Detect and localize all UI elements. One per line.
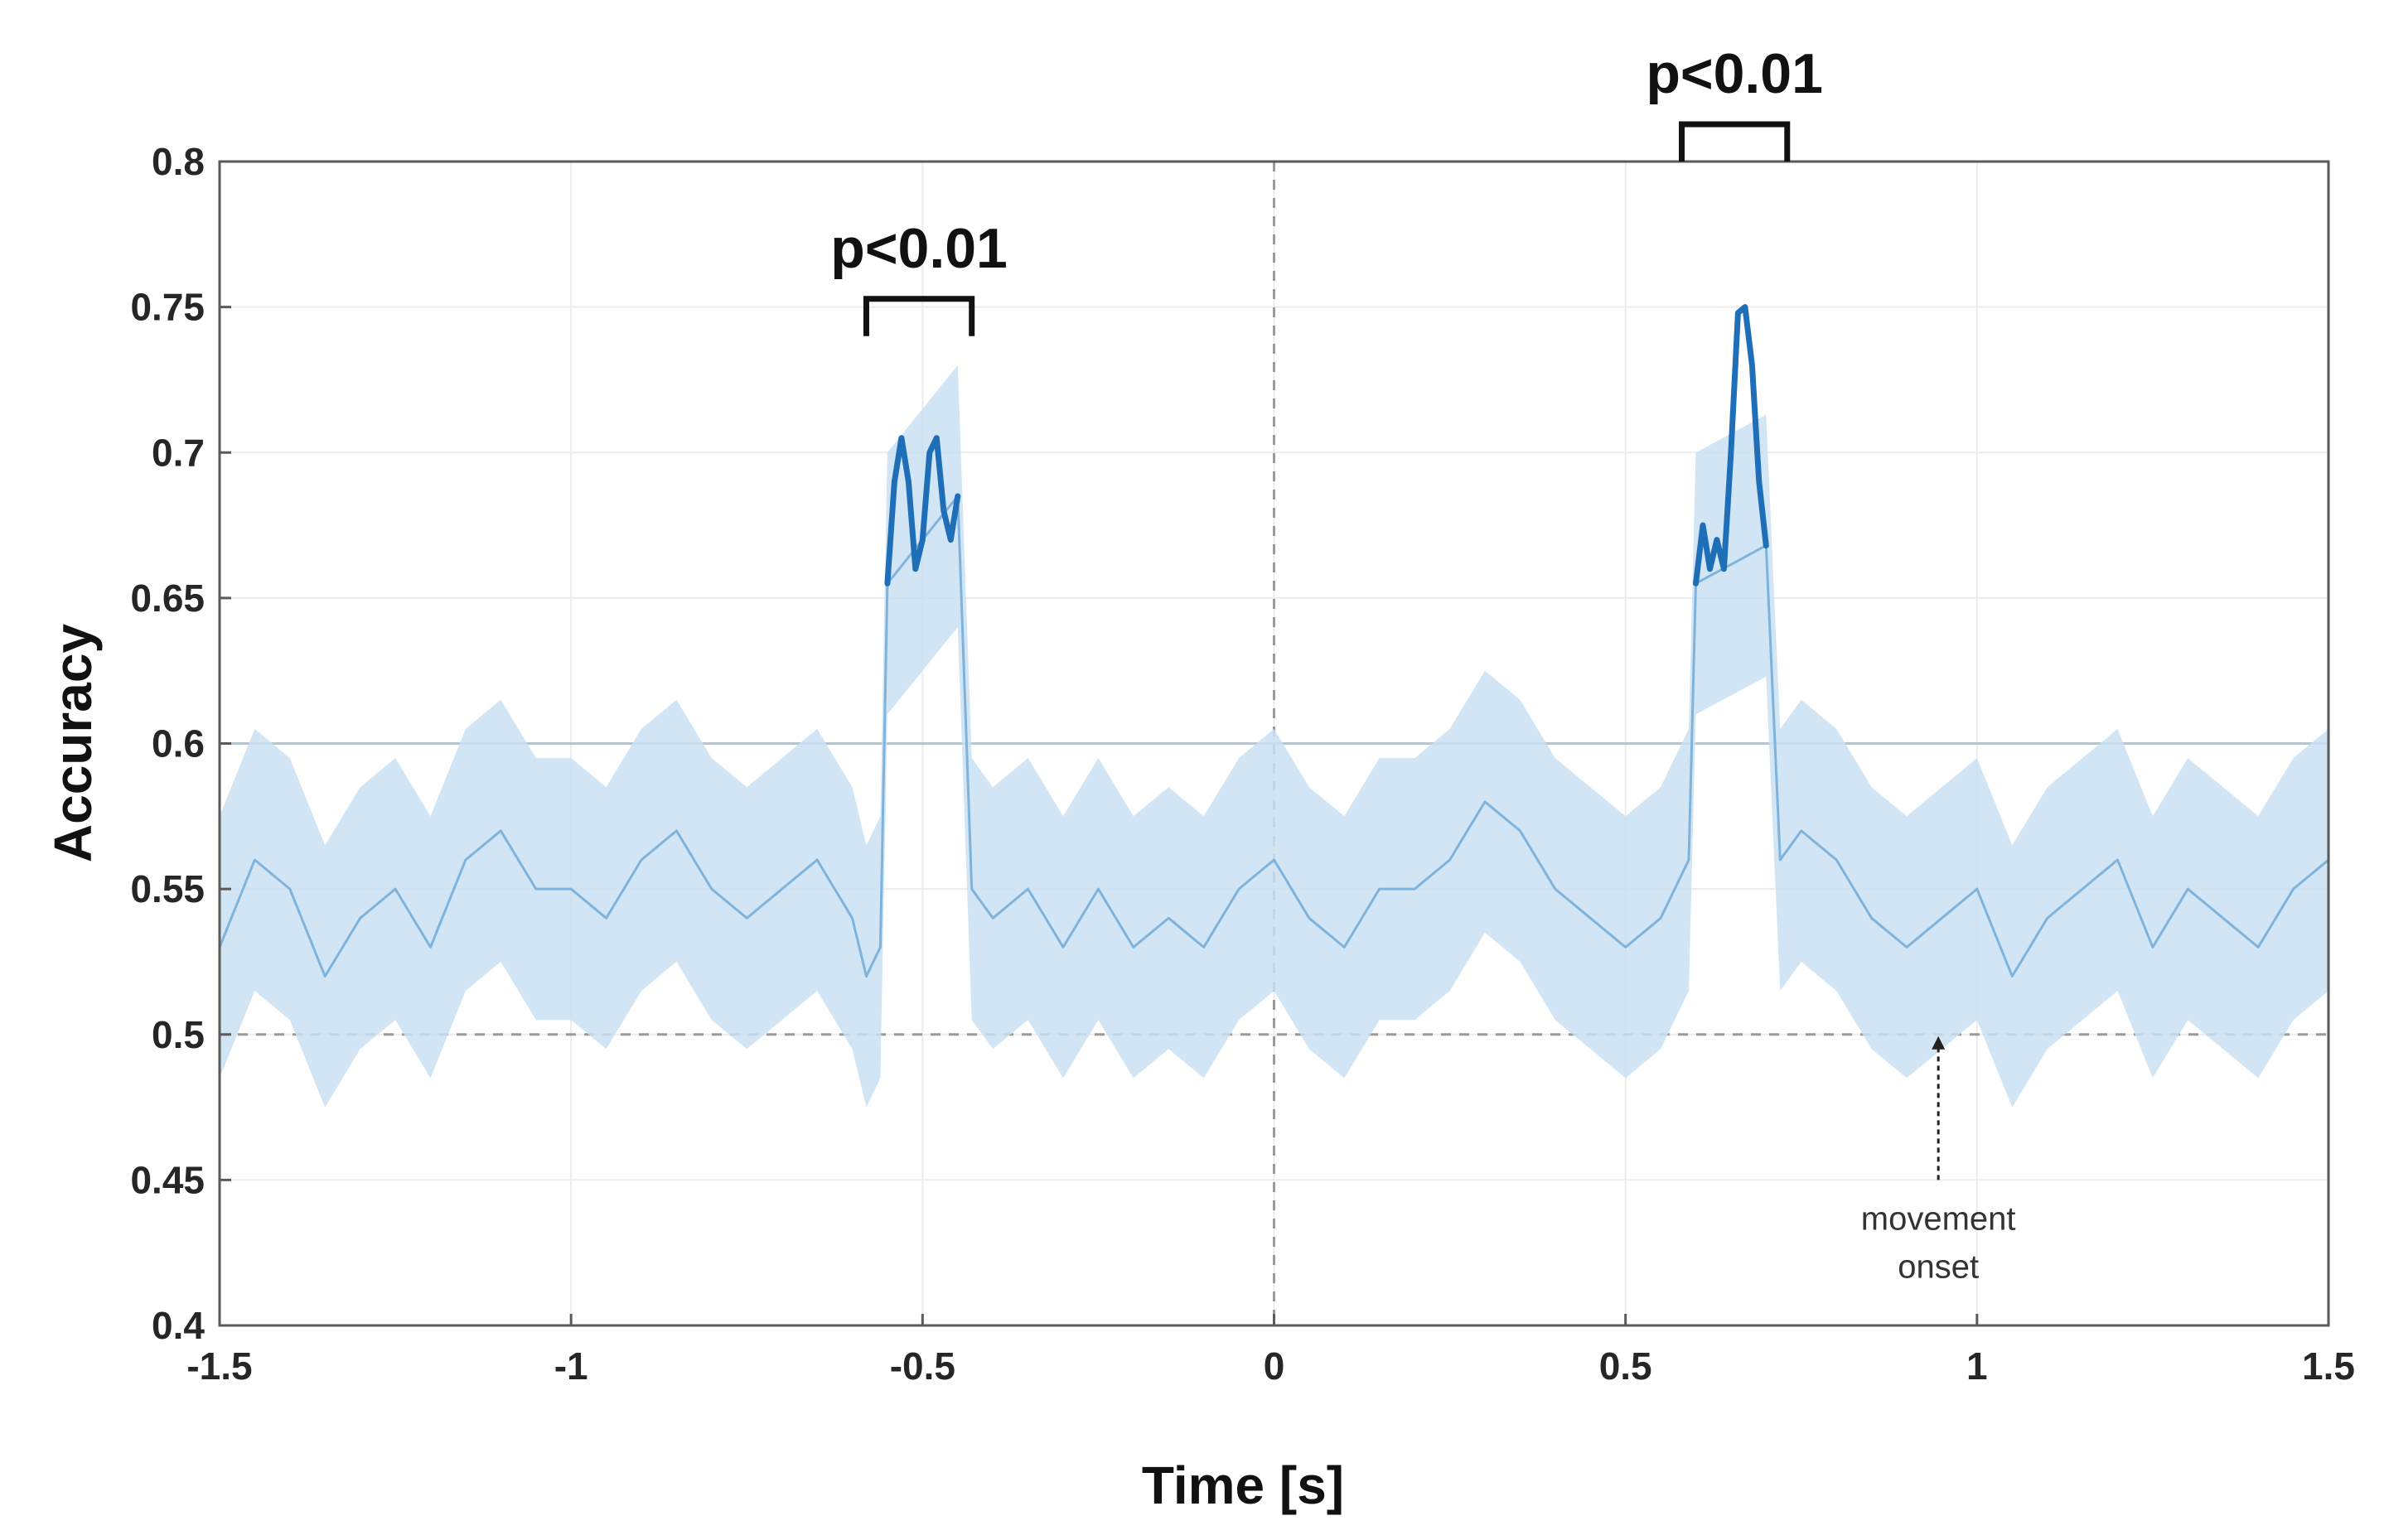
annotations: p<0.01 p<0.01 movement onset [830, 42, 2015, 1285]
mean-accuracy-line [218, 495, 2329, 978]
significance-label: p<0.01 [830, 217, 1008, 280]
y-tick-label: 0.8 [152, 140, 205, 183]
axis-ticks: -1.5 -1 -0.5 0 0.5 1 1.5 0.4 0.45 0.5 0.55 0.6 0.65 0… [130, 140, 2355, 1388]
y-tick-label: 0.45 [130, 1158, 205, 1201]
y-tick-label: 0.6 [152, 722, 205, 765]
significant-segments [884, 304, 1769, 587]
significant-segment-line [1693, 304, 1769, 587]
y-tick-label: 0.75 [130, 286, 205, 329]
y-tick-label: 0.5 [152, 1013, 205, 1056]
arrow-head-icon [1932, 1036, 1946, 1050]
y-tick-label: 0.55 [130, 867, 205, 910]
y-axis-title: Accuracy [43, 624, 103, 863]
data-series [218, 364, 2329, 1108]
y-tick-label: 0.7 [152, 431, 205, 474]
x-tick-label: 0.5 [1599, 1344, 1652, 1388]
x-tick-label: -1 [554, 1344, 588, 1388]
y-tick-label: 0.65 [130, 577, 205, 620]
x-tick-label: 0 [1264, 1344, 1285, 1388]
x-axis-title: Time [s] [1142, 1456, 1344, 1515]
x-tick-label: 1.5 [2302, 1344, 2355, 1388]
movement-onset-label: movement [1861, 1200, 2016, 1237]
y-tick-label: 0.4 [152, 1304, 205, 1347]
significance-bracket [863, 296, 975, 336]
significance-bracket [1679, 121, 1791, 162]
significance-label: p<0.01 [1646, 42, 1823, 105]
x-tick-label: -1.5 [186, 1344, 252, 1388]
movement-onset-label: onset [1898, 1248, 1979, 1285]
significant-segment-line [884, 435, 961, 587]
x-tick-label: -0.5 [890, 1344, 955, 1388]
x-tick-label: 1 [1966, 1344, 1988, 1388]
confidence-band [220, 364, 2328, 1108]
